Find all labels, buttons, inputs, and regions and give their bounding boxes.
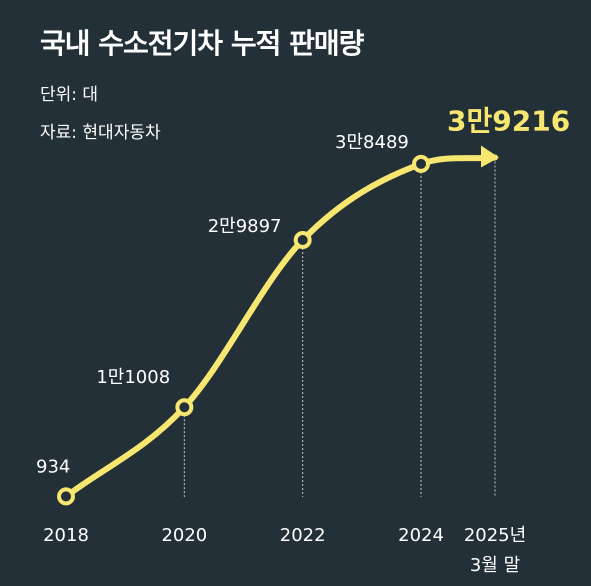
x-tick-label: 2018	[43, 525, 89, 546]
data-point	[175, 398, 194, 417]
data-label: 3만8489	[335, 132, 409, 153]
x-tick-label: 2024	[398, 525, 444, 546]
x-tick-label: 2020	[161, 525, 207, 546]
source-note: 자료: 현대자동차	[40, 123, 161, 143]
data-point	[412, 154, 431, 173]
data-label: 3만9216	[447, 104, 570, 137]
chart-title: 국내 수소전기차 누적 판매량	[40, 27, 364, 60]
data-point	[293, 230, 312, 249]
x-tick-label: 2025년	[464, 525, 526, 546]
x-tick-label: 3월 말	[470, 555, 520, 576]
data-label: 934	[36, 456, 70, 477]
series-line	[63, 154, 498, 500]
data-label: 1만1008	[96, 367, 170, 388]
x-tick-label: 2022	[280, 525, 326, 546]
unit-note: 단위: 대	[40, 85, 99, 105]
data-label: 2만9897	[208, 216, 282, 237]
arrow-head	[481, 145, 499, 168]
data-point	[57, 487, 75, 506]
